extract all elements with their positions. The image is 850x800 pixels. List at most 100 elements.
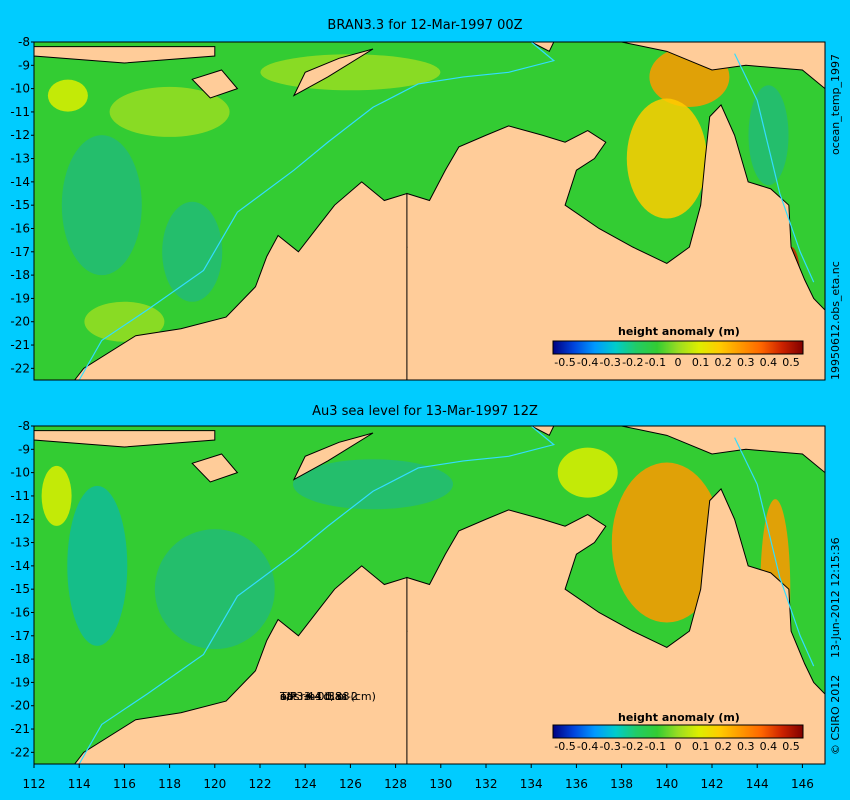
colorbar-tick-label: -0.2 <box>622 356 643 369</box>
lat-tick-label: -17 <box>10 245 30 259</box>
lat-tick-label: -8 <box>18 419 30 433</box>
lon-tick-label: 112 <box>23 777 46 791</box>
colorbar-tick-label: 0 <box>675 740 682 753</box>
lat-tick-label: -12 <box>10 128 30 142</box>
colorbar-tick-label: 0.5 <box>782 356 800 369</box>
lon-tick-label: 124 <box>294 777 317 791</box>
lon-tick-label: 116 <box>113 777 136 791</box>
anomaly-region <box>47 79 88 112</box>
lat-tick-label: -15 <box>10 198 30 212</box>
lon-tick-label: 132 <box>475 777 498 791</box>
australia-west-coast <box>73 565 408 765</box>
lat-tick-label: -20 <box>10 699 30 713</box>
panel2-map: -0.5 -0.4 -0.3 -0.2 -0.1 0 0.1 0.2 0.3 0.4 0.5 -8 -9… <box>10 419 826 765</box>
anomaly-region <box>162 201 223 302</box>
shelf-contour <box>78 41 556 381</box>
anomaly-region <box>67 485 128 646</box>
panel2-title: Au3 sea level for 13-Mar-1997 12Z <box>312 404 538 419</box>
lat-tick-label: -12 <box>10 512 30 526</box>
lat-tick-label: -19 <box>10 675 30 689</box>
shelf-contour <box>78 425 556 765</box>
colorbar-tick-label: -0.1 <box>645 356 666 369</box>
lat-tick-label: -18 <box>10 268 30 282</box>
island <box>292 432 374 481</box>
colorbar-tick-label: 0.3 <box>737 740 755 753</box>
colorbar-tick-label: 0 <box>675 356 682 369</box>
anomaly-region <box>748 85 789 186</box>
colorbar-tick-label: 0.2 <box>714 356 732 369</box>
lat-tick-label: -18 <box>10 652 30 666</box>
panel2-colorbar-label: height anomaly (m) <box>618 711 740 724</box>
lon-tick-label: 130 <box>429 777 452 791</box>
lat-tick-label: -15 <box>10 582 30 596</box>
lat-tick-label: -19 <box>10 291 30 305</box>
colorbar-tick-label: -0.1 <box>645 740 666 753</box>
panel1-map: -0.5 -0.4 -0.3 -0.2 -0.1 0 0.1 0.2 0.3 0.4 0.5 -8 -9… <box>10 35 826 381</box>
shelf-contour <box>734 437 815 667</box>
anomaly-region <box>154 529 275 650</box>
side-label-run: ocean_temp_1997 <box>829 53 842 155</box>
colorbar-tick-label: -0.5 <box>554 356 575 369</box>
lon-tick-label: 142 <box>701 777 724 791</box>
colorbar-tick-label: -0.3 <box>599 356 620 369</box>
lon-tick-label: 136 <box>565 777 588 791</box>
colorbar-tick-label: 0.1 <box>692 740 710 753</box>
lat-tick-label: -13 <box>10 536 30 550</box>
island <box>292 48 374 97</box>
lon-tick-label: 118 <box>158 777 181 791</box>
anomaly-region <box>557 447 618 498</box>
colorbar-tick-label: 0.1 <box>692 356 710 369</box>
australia-west-coast <box>73 181 408 381</box>
lat-tick-label: -11 <box>10 489 30 503</box>
panel1-title: BRAN3.3 for 12-Mar-1997 00Z <box>327 18 523 33</box>
lat-tick-label: -10 <box>10 466 30 480</box>
lon-tick-label: 146 <box>791 777 814 791</box>
lon-tick-label: 114 <box>68 777 91 791</box>
lat-tick-label: -11 <box>10 105 30 119</box>
lon-tick-label: 134 <box>520 777 543 791</box>
lon-tick-label: 122 <box>249 777 272 791</box>
lon-tick-label: 144 <box>746 777 769 791</box>
lat-tick-label: -22 <box>10 361 30 375</box>
lon-tick-label: 120 <box>203 777 226 791</box>
anomaly-region <box>626 98 707 219</box>
axes: 112 114 116 118 120 122 124 126 128 130 132 134 136 1… <box>23 764 814 791</box>
colorbar-tick-label: 0.4 <box>760 740 778 753</box>
anomaly-region <box>41 465 72 526</box>
side-label-obsfile: 19950612.obs_eta.nc <box>829 261 842 380</box>
lat-tick-label: -9 <box>18 58 30 72</box>
lat-tick-label: -9 <box>18 442 30 456</box>
annotation-line: sat rms bias (cm) <box>280 690 376 703</box>
lat-tick-label: -21 <box>10 338 30 352</box>
lat-tick-label: -16 <box>10 221 30 235</box>
lat-tick-label: -22 <box>10 745 30 759</box>
lat-tick-label: -8 <box>18 35 30 49</box>
lat-tick-label: -14 <box>10 175 30 189</box>
island <box>191 69 239 99</box>
lat-tick-label: -10 <box>10 82 30 96</box>
colorbar-tick-label: -0.4 <box>577 740 598 753</box>
annotation-line: all 3.4 0.38 <box>280 690 342 703</box>
lat-tick-label: -16 <box>10 605 30 619</box>
lon-tick-label: 138 <box>610 777 633 791</box>
lon-tick-label: 128 <box>384 777 407 791</box>
lat-tick-label: -13 <box>10 152 30 166</box>
colorbar-tick-label: 0.2 <box>714 740 732 753</box>
lat-tick-label: -21 <box>10 722 30 736</box>
anomaly-region <box>611 462 722 623</box>
side-label-copyright: © CSIRO 2012 <box>829 674 842 755</box>
colorbar-tick-label: -0.5 <box>554 740 575 753</box>
annotation-line: T/P 3.4 0.38 <box>280 690 350 703</box>
colorbar <box>552 724 804 739</box>
lon-tick-label: 126 <box>339 777 362 791</box>
anomaly-region <box>109 86 230 137</box>
colorbar-tick-label: 0.3 <box>737 356 755 369</box>
panel1-colorbar-label: height anomaly (m) <box>618 325 740 338</box>
colorbar <box>552 340 804 355</box>
lat-tick-label: -17 <box>10 629 30 643</box>
colorbar-tick-label: 0.4 <box>760 356 778 369</box>
side-label-date: 13-Jun-2012 12:15:36 <box>829 537 842 658</box>
lat-tick-label: -20 <box>10 315 30 329</box>
colorbar-tick-label: 0.5 <box>782 740 800 753</box>
